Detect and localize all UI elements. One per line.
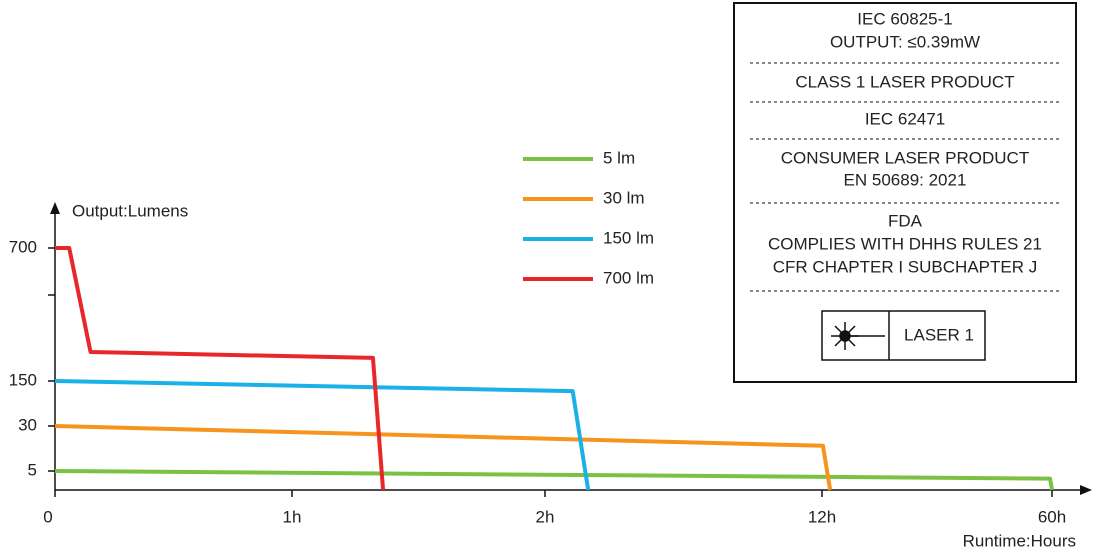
x-tick-label: 0	[43, 507, 52, 526]
label-panel	[733, 2, 1077, 383]
legend-label: 700 lm	[603, 268, 654, 287]
laser-badge	[821, 310, 986, 361]
y-tick-label: 150	[9, 370, 37, 389]
y-tick-label: 30	[18, 415, 37, 434]
panel-text: EN 50689: 2021	[844, 170, 967, 189]
x-tick-label: 2h	[536, 507, 555, 526]
legend-label: 30 lm	[603, 188, 645, 207]
y-tick-label: 5	[28, 460, 37, 479]
panel-text: IEC 60825-1	[857, 9, 952, 28]
y-axis-label: Output:Lumens	[72, 201, 188, 220]
panel-text: OUTPUT: ≤0.39mW	[830, 32, 980, 51]
x-axis-arrow	[1080, 485, 1092, 495]
series-line	[54, 469, 1054, 491]
legend-label: 5 lm	[603, 148, 635, 167]
badge-text: LASER 1	[904, 325, 974, 344]
panel-text: IEC 62471	[865, 109, 945, 128]
y-axis-arrow	[50, 202, 60, 214]
laser-icon	[831, 322, 885, 350]
panel-text: CFR CHAPTER I SUBCHAPTER J	[773, 257, 1037, 276]
series-line	[54, 424, 833, 491]
x-tick-label: 12h	[808, 507, 836, 526]
panel-text: COMPLIES WITH DHHS RULES 21	[768, 234, 1042, 253]
panel-text: FDA	[888, 211, 923, 230]
series-line	[55, 246, 386, 491]
x-tick-label: 60h	[1038, 507, 1066, 526]
y-tick-label: 700	[9, 237, 37, 256]
panel-text: CONSUMER LASER PRODUCT	[781, 148, 1029, 167]
panel-text: CLASS 1 LASER PRODUCT	[795, 72, 1014, 91]
series-line	[54, 379, 591, 491]
x-axis-label: Runtime:Hours	[963, 531, 1076, 550]
x-tick-label: 1h	[283, 507, 302, 526]
legend-label: 150 lm	[603, 228, 654, 247]
